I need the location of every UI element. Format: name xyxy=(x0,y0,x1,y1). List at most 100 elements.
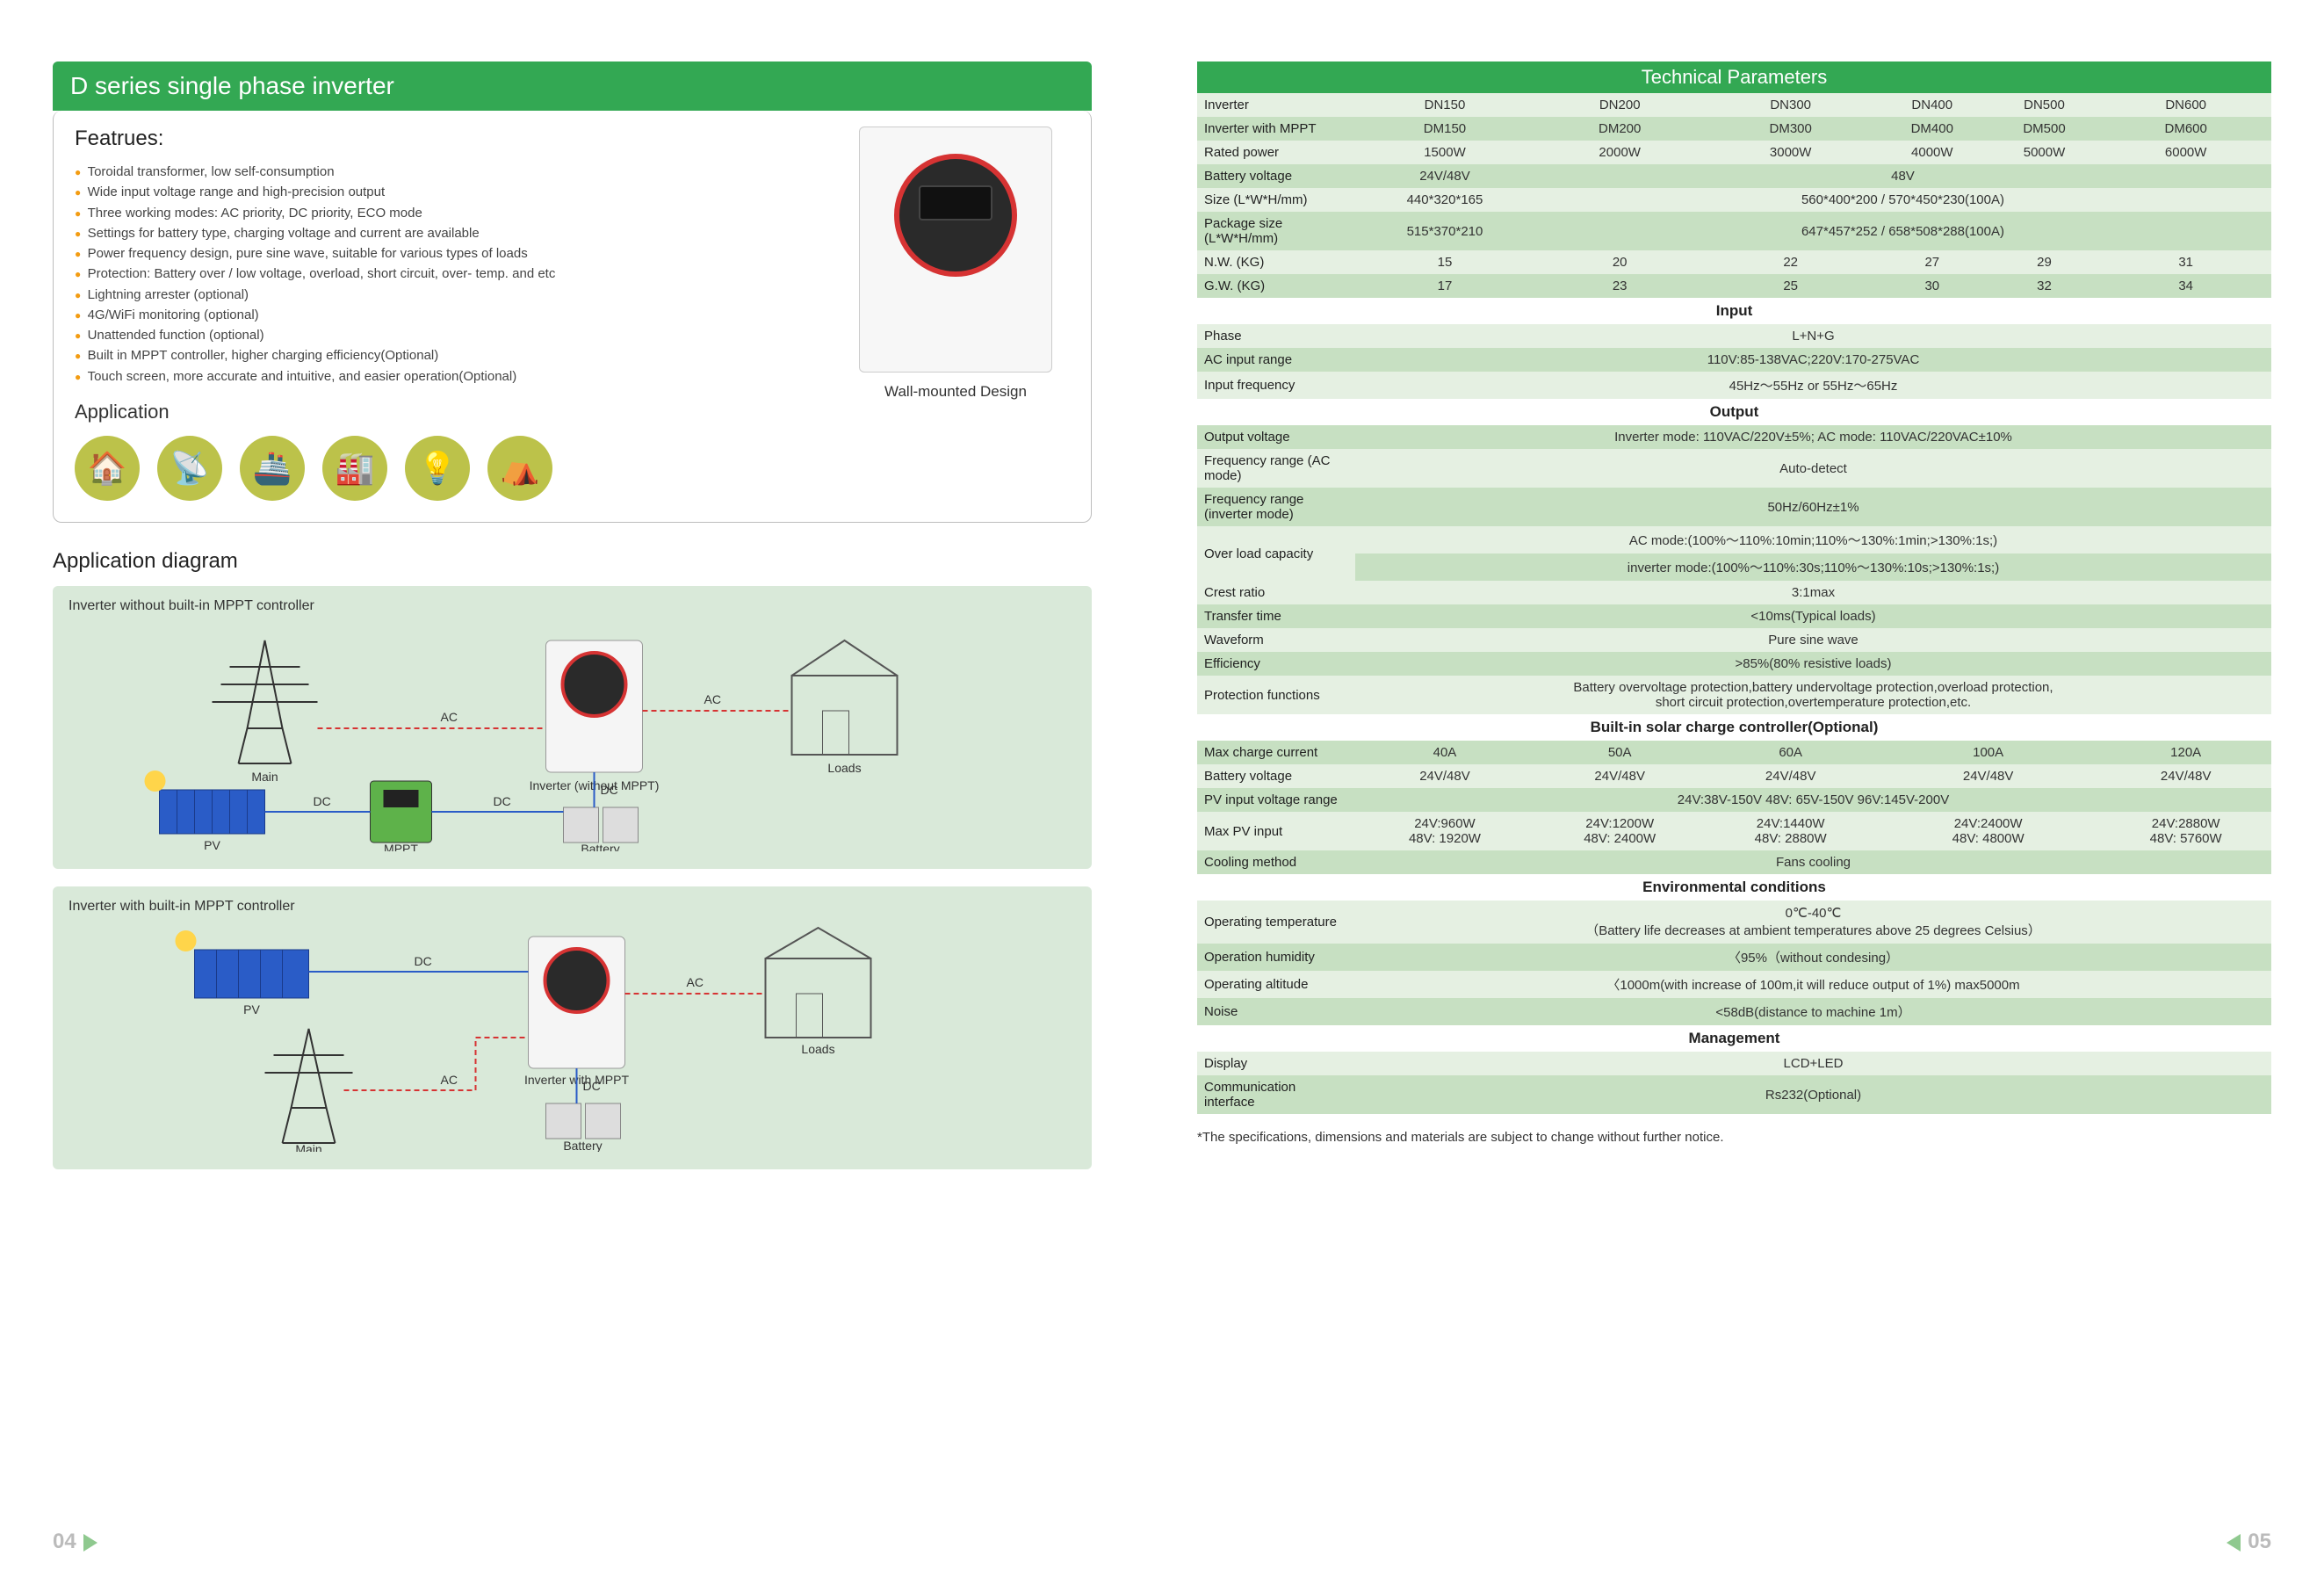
two-page-spread: D series single phase inverter Featrues:… xyxy=(0,0,2324,1577)
feature-item: Toroidal transformer, low self-consumpti… xyxy=(75,162,806,182)
diagram-1-title: Inverter without built-in MPPT controlle… xyxy=(69,598,1076,614)
d2-pv: PV xyxy=(243,1002,260,1016)
table-row: Rated power 1500W2000W3000W4000W5000W600… xyxy=(1197,141,2271,164)
d1-dc3: DC xyxy=(601,783,618,797)
row-label: N.W. (KG) xyxy=(1197,250,1355,274)
feature-item: Three working modes: AC priority, DC pri… xyxy=(75,203,806,223)
d2-dc1: DC xyxy=(415,954,432,968)
row-label: Battery voltage xyxy=(1197,164,1355,188)
table-row: Noise<58dB(distance to machine 1m） xyxy=(1197,998,2271,1025)
feature-item: Lightning arrester (optional) xyxy=(75,285,806,305)
device-image-col: Wall-mounted Design xyxy=(841,127,1070,501)
feature-item: Power frequency design, pure sine wave, … xyxy=(75,243,806,264)
footnote: *The specifications, dimensions and mate… xyxy=(1197,1130,2271,1145)
app-icon-home: 🏠 xyxy=(75,436,140,501)
table-row: PV input voltage range24V:38V-150V 48V: … xyxy=(1197,788,2271,812)
row-label: Inverter with MPPT xyxy=(1197,117,1355,141)
page-number-right: 05 xyxy=(2227,1530,2271,1554)
table-row: Battery voltage 24V/48V24V/48V24V/48V24V… xyxy=(1197,764,2271,788)
table-row: Transfer time<10ms(Typical loads) xyxy=(1197,604,2271,628)
table-row: Over load capacityAC mode:(100%～110%:10m… xyxy=(1197,526,2271,553)
table-row: G.W. (KG) 172325303234 xyxy=(1197,274,2271,298)
table-row: inverter mode:(100%～110%:30s;110%～130%:1… xyxy=(1197,553,2271,581)
device-panel-icon xyxy=(894,154,1017,277)
product-title-bar: D series single phase inverter xyxy=(53,61,1092,111)
table-title: Technical Parameters xyxy=(1197,61,2271,93)
table-row: Battery voltage 24V/48V48V xyxy=(1197,164,2271,188)
table-row: Protection functionsBattery overvoltage … xyxy=(1197,676,2271,714)
diagram-2-title: Inverter with built-in MPPT controller xyxy=(69,899,1076,915)
feature-item: Built in MPPT controller, higher chargin… xyxy=(75,345,806,365)
d2-loads: Loads xyxy=(801,1042,834,1056)
application-icons: 🏠 📡 🚢 🏭 💡 ⛺ xyxy=(75,436,806,501)
table-row: Efficiency>85%(80% resistive loads) xyxy=(1197,652,2271,676)
row-label: Size (L*W*H/mm) xyxy=(1197,188,1355,212)
app-icon-antenna: 📡 xyxy=(157,436,222,501)
table-row: Size (L*W*H/mm) 440*320*165560*400*200 /… xyxy=(1197,188,2271,212)
d1-loads: Loads xyxy=(827,761,861,775)
section-output: Output xyxy=(1197,399,2271,425)
tech-params-table: Technical Parameters Inverter DN150DN200… xyxy=(1197,61,2271,1114)
table-row: Inverter with MPPT DM150DM200DM300DM400D… xyxy=(1197,117,2271,141)
row-label: Package size (L*W*H/mm) xyxy=(1197,212,1355,250)
d2-ac1: AC xyxy=(687,975,704,989)
section-mgmt: Management xyxy=(1197,1025,2271,1052)
feature-item: Unattended function (optional) xyxy=(75,325,806,345)
features-heading: Featrues: xyxy=(75,127,806,151)
feature-item: 4G/WiFi monitoring (optional) xyxy=(75,305,806,325)
table-row: Input frequency45Hz～55Hz or 55Hz～65Hz xyxy=(1197,372,2271,399)
d1-dc1: DC xyxy=(314,794,331,808)
table-row: PhaseL+N+G xyxy=(1197,324,2271,348)
app-icon-fence: 🏭 xyxy=(322,436,387,501)
table-row: WaveformPure sine wave xyxy=(1197,628,2271,652)
table-row: Frequency range (AC mode)Auto-detect xyxy=(1197,449,2271,488)
section-env: Environmental conditions xyxy=(1197,874,2271,901)
feature-item: Protection: Battery over / low voltage, … xyxy=(75,264,806,284)
diagram-heading: Application diagram xyxy=(53,549,1092,574)
table-row: AC input range110V:85-138VAC;220V:170-27… xyxy=(1197,348,2271,372)
section-input: Input xyxy=(1197,298,2271,324)
d2-dc2: DC xyxy=(583,1079,601,1093)
d1-ac2: AC xyxy=(704,692,721,706)
table-row: N.W. (KG) 152022272931 xyxy=(1197,250,2271,274)
d2-ac2: AC xyxy=(441,1073,458,1087)
application-heading: Application xyxy=(75,401,806,423)
table-row: Operating altitude〈1000m(with increase o… xyxy=(1197,971,2271,998)
diagram-1-art: Main PV MPPT Inverter (without MPPT) xyxy=(69,623,1076,851)
table-row: Operation humidity〈95%（without condesing… xyxy=(1197,944,2271,971)
d1-main: Main xyxy=(251,770,278,784)
table-row: Inverter DN150DN200DN300DN400DN500DN600 xyxy=(1197,93,2271,117)
diagram-1: Inverter without built-in MPPT controlle… xyxy=(53,586,1092,869)
features-card: Featrues: Toroidal transformer, low self… xyxy=(53,111,1092,523)
d1-dc2: DC xyxy=(494,794,511,808)
table-row: Max PV input 24V:960W 48V: 1920W24V:1200… xyxy=(1197,812,2271,850)
d2-battery: Battery xyxy=(563,1139,602,1152)
page-number-left: 04 xyxy=(53,1530,97,1554)
table-row: Package size (L*W*H/mm) 515*370*210647*4… xyxy=(1197,212,2271,250)
table-row: Operating temperature0℃-40℃ （Battery lif… xyxy=(1197,901,2271,944)
app-icon-ship: 🚢 xyxy=(240,436,305,501)
table-row: DisplayLCD+LED xyxy=(1197,1052,2271,1075)
section-solar: Built-in solar charge controller(Optiona… xyxy=(1197,714,2271,741)
feature-item: Touch screen, more accurate and intuitiv… xyxy=(75,366,806,387)
app-icon-lamp: 💡 xyxy=(405,436,470,501)
table-row: Output voltageInverter mode: 110VAC/220V… xyxy=(1197,425,2271,449)
feature-item: Settings for battery type, charging volt… xyxy=(75,223,806,243)
table-row: Max charge current 40A50A60A100A120A xyxy=(1197,741,2271,764)
table-row: Cooling methodFans cooling xyxy=(1197,850,2271,874)
device-caption: Wall-mounted Design xyxy=(841,383,1070,401)
d1-battery: Battery xyxy=(581,842,619,851)
row-label: Inverter xyxy=(1197,93,1355,117)
table-row: Crest ratio3:1max xyxy=(1197,581,2271,604)
d2-main: Main xyxy=(295,1142,321,1152)
d1-mppt: MPPT xyxy=(384,842,418,851)
right-page: Technical Parameters Inverter DN150DN200… xyxy=(1162,0,2324,1577)
diagram-2-art: PV Inverter with MPPT Loads Main xyxy=(69,923,1076,1152)
table-row: Frequency range (inverter mode)50Hz/60Hz… xyxy=(1197,488,2271,526)
app-icon-tent: ⛺ xyxy=(487,436,552,501)
d1-ac1: AC xyxy=(441,710,458,724)
feature-item: Wide input voltage range and high-precis… xyxy=(75,182,806,202)
left-page: D series single phase inverter Featrues:… xyxy=(0,0,1162,1577)
device-image xyxy=(859,127,1052,373)
row-label: Rated power xyxy=(1197,141,1355,164)
